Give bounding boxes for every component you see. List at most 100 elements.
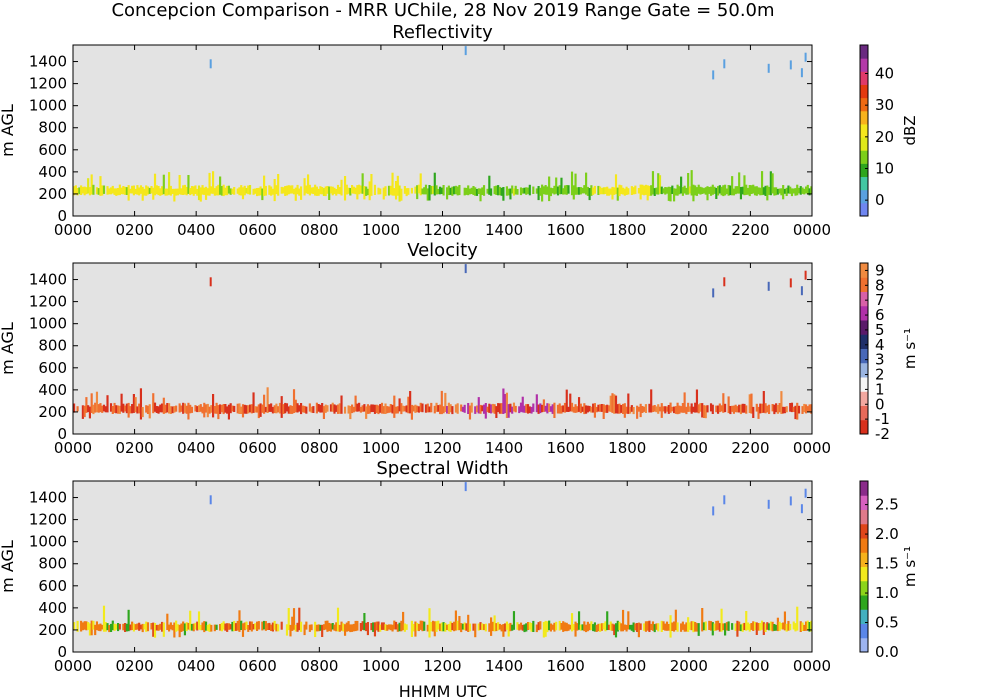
echo-column [780,623,783,630]
echo-column [101,405,104,413]
echo-column [532,403,535,412]
echo-column [423,621,426,631]
sparse-return [464,482,467,492]
echo-column [585,405,588,414]
echo-column [762,187,765,195]
echo-column [155,624,158,631]
sparse-return [789,278,792,288]
echo-column [83,621,86,630]
echo-column [588,188,591,201]
echo-column [175,620,178,632]
echo-column [516,622,519,630]
echo-column [437,188,440,195]
echo-column [99,176,102,196]
echo-column [776,617,779,632]
echo-column [116,623,120,632]
echo-column [416,185,419,200]
echo-column [804,186,808,194]
echo-column [319,624,322,631]
echo-column [447,185,450,196]
echo-column [643,623,646,631]
echo-column [697,623,700,636]
echo-column [477,623,480,631]
echo-column [497,622,500,631]
sparse-return [800,504,803,514]
echo-column [796,606,799,631]
echo-column [479,188,482,202]
echo-column [358,184,361,195]
echo-column [528,622,531,630]
echo-column [333,404,336,414]
echo-column [669,187,672,202]
echo-column [461,406,465,412]
echo-column [111,406,114,414]
echo-column [709,621,713,631]
echo-column [488,623,491,632]
echo-column [634,623,637,631]
echo-column [322,406,326,419]
echo-column [231,621,234,632]
echo-column [296,403,299,413]
echo-column [101,185,104,196]
echo-column [637,406,640,412]
echo-column [504,394,507,414]
y-tick-label: 0 [57,643,67,661]
echo-column [183,184,187,195]
echo-column [284,186,287,196]
echo-column [257,404,260,419]
x-tick-label: 1200 [423,439,461,457]
echo-column [738,404,741,413]
echo-column [431,185,435,194]
echo-column [468,623,472,632]
echo-column [280,621,283,630]
echo-column [701,187,704,194]
echo-column [393,395,396,418]
echo-column [187,622,190,630]
echo-column [227,623,230,630]
colorbar-segment [860,305,868,321]
echo-column [113,402,116,413]
echo-column [789,403,792,412]
echo-column [329,186,333,194]
echo-column [451,406,454,415]
echo-column [739,187,743,200]
echo-column [335,189,338,196]
echo-column [224,623,227,631]
echo-column [94,624,97,636]
echo-column [122,186,125,195]
echo-column [456,620,459,631]
echo-column [644,621,648,632]
echo-column [748,185,751,197]
echo-column [275,403,278,414]
echo-column [613,187,616,195]
colorbar-segment [860,348,868,364]
colorbar-label: m s⁻¹ [901,328,919,369]
echo-column [746,187,750,195]
echo-column [789,623,792,631]
echo-column [252,624,255,630]
echo-column [803,624,806,631]
echo-column [187,402,190,420]
echo-column [713,623,716,631]
echo-column [799,186,802,195]
echo-column [467,403,470,414]
echo-column [704,621,707,631]
echo-column [796,184,799,196]
echo-column [697,404,700,414]
echo-column [243,404,246,414]
echo-column [377,187,380,195]
echo-column [764,403,767,414]
echo-column [699,403,702,412]
echo-column [683,185,686,194]
echo-column [349,406,352,420]
sparse-return [804,52,807,62]
echo-column [358,402,361,412]
echo-column [653,405,656,412]
echo-column [544,620,547,637]
echo-column [657,623,660,632]
colorbar-segment [860,320,868,335]
echo-column [440,622,443,632]
echo-column [750,185,753,194]
echo-column [577,397,581,412]
echo-column [560,623,563,630]
